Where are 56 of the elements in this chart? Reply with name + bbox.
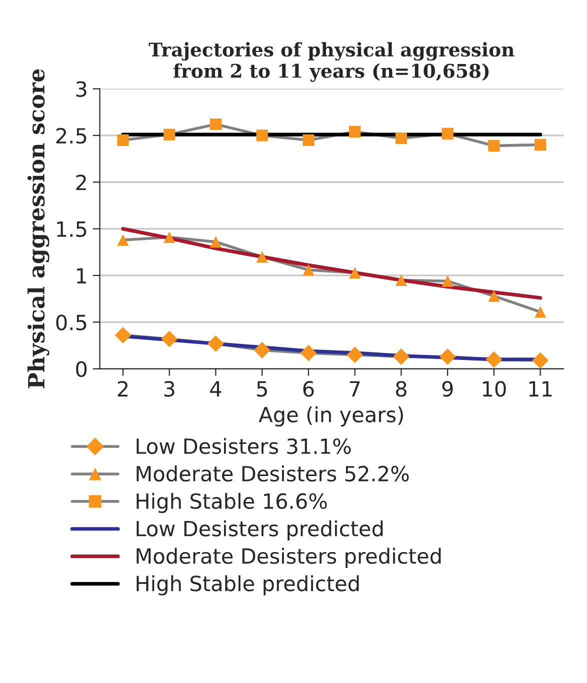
x-tick-label: 10 bbox=[482, 380, 506, 397]
point bbox=[164, 128, 176, 140]
point bbox=[534, 138, 546, 151]
point bbox=[349, 126, 361, 138]
x-tick-label: 11 bbox=[529, 381, 552, 396]
legend-label: Moderate Desisters predicted bbox=[136, 548, 441, 568]
point bbox=[349, 266, 361, 278]
point bbox=[208, 335, 224, 352]
x-tick-label: 7 bbox=[350, 381, 360, 396]
point bbox=[395, 274, 408, 286]
point bbox=[164, 231, 176, 244]
point bbox=[488, 140, 500, 152]
y-tick-label: 3 bbox=[76, 81, 86, 97]
point bbox=[210, 118, 222, 130]
x-tick-label: 5 bbox=[257, 381, 267, 397]
legend-label: Low Desisters predicted bbox=[136, 520, 383, 540]
legend-label: Moderate Desisters 52.2% bbox=[136, 465, 409, 482]
point bbox=[210, 236, 222, 248]
point bbox=[161, 330, 178, 348]
point bbox=[254, 342, 270, 358]
point bbox=[439, 348, 456, 365]
point bbox=[392, 348, 410, 365]
point bbox=[442, 128, 454, 140]
legend-label: High Stable predicted bbox=[136, 575, 359, 596]
y-tick-label: 2 bbox=[76, 174, 86, 190]
y-tick-label: 1 bbox=[77, 268, 86, 284]
chart-title: Trajectories of physical aggression from 2 to 11 years (n=10,658) bbox=[148, 42, 514, 82]
legend-label: High Stable 16.6% bbox=[136, 492, 327, 514]
x-tick-label: 2 bbox=[118, 380, 128, 396]
point bbox=[442, 275, 454, 287]
point bbox=[395, 132, 408, 144]
point bbox=[302, 264, 314, 276]
x-tick-label: 3 bbox=[164, 380, 174, 397]
x-axis-title: Age (in years) bbox=[258, 406, 403, 427]
point bbox=[256, 130, 268, 142]
point bbox=[346, 346, 364, 364]
y-tick-label: 0 bbox=[76, 361, 87, 378]
y-tick-label: 0.5 bbox=[56, 314, 86, 330]
point bbox=[256, 251, 268, 263]
y-axis-title: Physical aggression score bbox=[27, 69, 50, 388]
x-tick-label: 6 bbox=[303, 380, 314, 397]
point bbox=[117, 234, 129, 246]
legend-label: Low Desisters 31.1% bbox=[136, 438, 351, 454]
point bbox=[114, 327, 132, 344]
y-tick-label: 1.5 bbox=[57, 222, 86, 238]
x-tick-label: 4 bbox=[210, 381, 222, 396]
point bbox=[534, 306, 546, 318]
point bbox=[488, 290, 500, 302]
point bbox=[532, 352, 549, 369]
x-tick-label: 8 bbox=[396, 380, 406, 397]
point bbox=[486, 351, 502, 368]
x-tick-label: 9 bbox=[442, 380, 453, 397]
y-tick-label: 2.5 bbox=[56, 128, 86, 144]
point bbox=[117, 134, 129, 146]
point bbox=[302, 134, 314, 146]
point bbox=[300, 344, 317, 362]
